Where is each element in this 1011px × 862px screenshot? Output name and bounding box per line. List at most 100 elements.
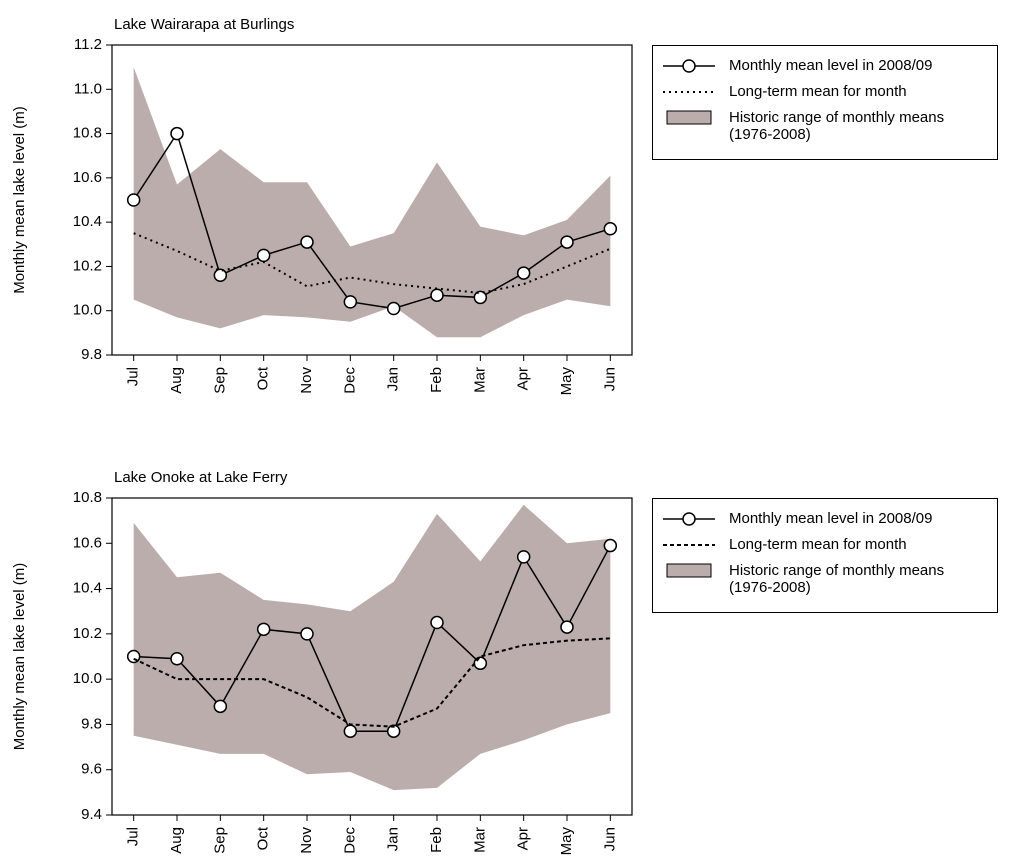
data-point: [343, 724, 358, 738]
x-tick-label: Sep: [211, 367, 228, 394]
x-tick-label: Sep: [211, 827, 228, 854]
data-point: [603, 222, 618, 236]
x-tick-label: Oct: [255, 826, 272, 850]
x-tick-label: Dec: [341, 827, 358, 854]
y-axis-label: Monthly mean lake level (m): [11, 563, 28, 751]
legend-swatch: [663, 91, 715, 93]
y-axis-label: Monthly mean lake level (m): [11, 106, 28, 294]
plot-frame: [111, 497, 633, 816]
data-point: [516, 550, 531, 564]
y-tick-label: 10.4: [73, 580, 102, 597]
x-tick-label: Oct: [255, 366, 272, 390]
data-point: [386, 724, 401, 738]
legend-swatch: [663, 544, 715, 546]
legend: Monthly mean level in 2008/09 Long-term m…: [652, 498, 998, 613]
legend-label: Long-term mean for month: [729, 536, 907, 553]
y-tick-label: 10.8: [73, 125, 102, 142]
y-tick-label: 10.0: [73, 302, 102, 319]
legend-label: Monthly mean level in 2008/09: [729, 57, 933, 74]
data-point: [300, 627, 314, 641]
legend-label: Historic range of monthly means (1976-20…: [729, 562, 945, 596]
legend-item: Historic range of monthly means (1976-20…: [659, 562, 991, 596]
range-area: [133, 504, 611, 791]
y-tick-label: 9.6: [81, 761, 102, 778]
x-tick-label: Jan: [385, 827, 402, 851]
x-tick-label: Jun: [601, 827, 618, 851]
legend-swatch: [666, 110, 712, 125]
legend-patch: [666, 110, 712, 125]
x-tick-label: Mar: [471, 827, 488, 853]
x-tick-label: Dec: [341, 367, 358, 394]
legend-swatch: [666, 563, 712, 578]
x-tick-label: Aug: [168, 827, 185, 854]
data-point: [213, 699, 228, 714]
x-tick-label: Jul: [125, 367, 142, 386]
x-tick-label: Apr: [515, 827, 532, 850]
x-tick-label: Jul: [125, 827, 142, 846]
legend: Monthly mean level in 2008/09 Long-term m…: [652, 45, 998, 160]
series-line: [133, 545, 611, 732]
y-tick-label: 10.0: [73, 670, 102, 687]
legend-marker: [682, 512, 696, 526]
legend-swatch: [663, 59, 715, 73]
data-point: [473, 290, 488, 305]
data-point: [603, 538, 618, 553]
legend-item: Monthly mean level in 2008/09: [659, 510, 991, 528]
data-point: [126, 649, 141, 664]
data-point: [170, 652, 184, 666]
data-point: [430, 615, 444, 630]
y-tick-label: 10.2: [73, 257, 102, 274]
legend-swatch: [663, 512, 715, 526]
x-tick-label: Aug: [168, 367, 185, 394]
legend-item: Historic range of monthly means (1976-20…: [659, 109, 991, 143]
legend-item: Monthly mean level in 2008/09: [659, 57, 991, 75]
y-tick-label: 9.8: [81, 346, 102, 363]
y-tick-label: 9.4: [81, 806, 102, 823]
data-point: [473, 656, 488, 671]
y-tick-label: 11.0: [74, 80, 102, 97]
legend-label: Historic range of monthly means (1976-20…: [729, 109, 945, 143]
x-tick-label: Jun: [601, 367, 618, 391]
data-point: [516, 266, 531, 280]
series-line: [133, 232, 611, 295]
y-tick-label: 10.6: [73, 534, 102, 551]
series-line: [133, 131, 611, 310]
data-point: [560, 235, 574, 249]
data-point: [300, 235, 314, 249]
y-tick-label: 10.6: [73, 169, 102, 186]
chart-title: Lake Wairarapa at Burlings: [114, 16, 294, 33]
data-point: [386, 301, 401, 316]
plot-frame: [111, 44, 633, 356]
series-line: [133, 637, 611, 728]
x-tick-label: Apr: [515, 367, 532, 390]
y-tick-label: 10.4: [73, 213, 102, 230]
data-point: [343, 295, 358, 309]
x-tick-label: Mar: [471, 367, 488, 393]
y-tick-label: 10.2: [73, 625, 102, 642]
x-tick-label: May: [558, 827, 575, 856]
x-tick-label: Nov: [298, 367, 315, 394]
chart-title: Lake Onoke at Lake Ferry: [114, 469, 288, 486]
data-point: [430, 288, 444, 302]
data-point: [126, 193, 141, 207]
legend-item: Long-term mean for month: [659, 536, 991, 554]
data-point: [256, 248, 271, 263]
data-point: [560, 620, 574, 634]
y-tick-label: 9.8: [81, 715, 102, 732]
x-tick-label: May: [558, 367, 575, 396]
x-tick-label: Feb: [428, 827, 445, 853]
legend-patch: [666, 563, 712, 578]
range-area: [133, 67, 611, 338]
data-point: [170, 126, 184, 141]
legend-marker: [682, 59, 696, 73]
x-tick-label: Nov: [298, 827, 315, 854]
y-tick-label: 11.2: [74, 36, 102, 53]
y-tick-label: 10.8: [73, 489, 102, 506]
data-point: [213, 268, 228, 283]
x-tick-label: Jan: [385, 367, 402, 391]
legend-label: Monthly mean level in 2008/09: [729, 510, 933, 527]
legend-item: Long-term mean for month: [659, 83, 991, 101]
legend-label: Long-term mean for month: [729, 83, 907, 100]
